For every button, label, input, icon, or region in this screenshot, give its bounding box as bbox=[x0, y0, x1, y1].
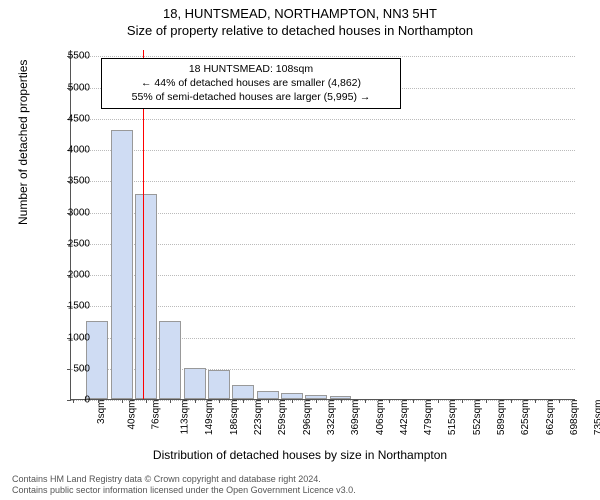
x-tick-mark bbox=[146, 399, 147, 403]
chart-title-line2: Size of property relative to detached ho… bbox=[0, 21, 600, 38]
info-box: 18 HUNTSMEAD: 108sqm← 44% of detached ho… bbox=[101, 58, 401, 109]
x-tick-label: 186sqm bbox=[229, 400, 240, 436]
x-tick-mark bbox=[195, 399, 196, 403]
x-tick-label: 735sqm bbox=[593, 400, 600, 436]
x-tick-label: 625sqm bbox=[520, 400, 531, 436]
y-gridline bbox=[71, 119, 575, 120]
y-tick-label: 3000 bbox=[68, 207, 90, 218]
x-tick-mark bbox=[341, 399, 342, 403]
x-tick-label: 76sqm bbox=[150, 400, 161, 430]
x-tick-mark bbox=[73, 399, 74, 403]
x-tick-mark bbox=[365, 399, 366, 403]
x-tick-mark bbox=[292, 399, 293, 403]
x-tick-label: 515sqm bbox=[447, 400, 458, 436]
x-tick-mark bbox=[462, 399, 463, 403]
y-tick-label: 1000 bbox=[68, 332, 90, 343]
x-tick-label: 296sqm bbox=[302, 400, 313, 436]
y-tick-label: 4000 bbox=[68, 145, 90, 156]
histogram-bar bbox=[232, 385, 254, 399]
x-tick-label: 406sqm bbox=[375, 400, 386, 436]
x-tick-mark bbox=[438, 399, 439, 403]
y-tick-label: 4500 bbox=[68, 113, 90, 124]
y-axis-label: Number of detached properties bbox=[16, 60, 30, 225]
x-tick-label: 113sqm bbox=[179, 400, 190, 435]
x-tick-label: 442sqm bbox=[399, 400, 410, 436]
x-tick-mark bbox=[413, 399, 414, 403]
histogram-bar bbox=[135, 194, 157, 399]
y-tick-mark bbox=[67, 369, 71, 370]
histogram-bar bbox=[111, 130, 133, 399]
plot-area: 3sqm40sqm76sqm113sqm149sqm186sqm223sqm25… bbox=[70, 50, 575, 400]
histogram-bar bbox=[159, 321, 181, 399]
y-gridline bbox=[71, 150, 575, 151]
x-tick-mark bbox=[316, 399, 317, 403]
x-tick-mark bbox=[268, 399, 269, 403]
plot-wrap: 3sqm40sqm76sqm113sqm149sqm186sqm223sqm25… bbox=[70, 50, 575, 400]
footer-attribution: Contains HM Land Registry data © Crown c… bbox=[12, 474, 356, 496]
y-tick-label: 1500 bbox=[68, 301, 90, 312]
info-box-line: 18 HUNTSMEAD: 108sqm bbox=[108, 62, 394, 76]
x-tick-mark bbox=[389, 399, 390, 403]
x-tick-label: 662sqm bbox=[545, 400, 556, 436]
x-tick-label: 223sqm bbox=[253, 400, 264, 436]
y-gridline bbox=[71, 181, 575, 182]
x-axis-label: Distribution of detached houses by size … bbox=[0, 448, 600, 462]
info-box-line: 55% of semi-detached houses are larger (… bbox=[108, 90, 394, 104]
footer-line1: Contains HM Land Registry data © Crown c… bbox=[12, 474, 356, 485]
x-tick-label: 3sqm bbox=[96, 400, 107, 424]
x-tick-mark bbox=[486, 399, 487, 403]
x-tick-mark bbox=[243, 399, 244, 403]
y-tick-label: 5500 bbox=[68, 51, 90, 62]
x-tick-mark bbox=[535, 399, 536, 403]
x-tick-label: 259sqm bbox=[277, 400, 288, 436]
x-tick-label: 40sqm bbox=[126, 400, 137, 430]
y-tick-label: 0 bbox=[84, 395, 90, 406]
x-tick-label: 332sqm bbox=[326, 400, 337, 436]
histogram-bar bbox=[184, 368, 206, 399]
x-tick-label: 552sqm bbox=[472, 400, 483, 436]
x-tick-label: 149sqm bbox=[204, 400, 215, 436]
x-tick-mark bbox=[98, 399, 99, 403]
x-tick-mark bbox=[170, 399, 171, 403]
x-tick-label: 369sqm bbox=[350, 400, 361, 436]
x-tick-label: 589sqm bbox=[496, 400, 507, 436]
y-tick-label: 500 bbox=[73, 363, 90, 374]
x-tick-mark bbox=[122, 399, 123, 403]
x-tick-label: 698sqm bbox=[569, 400, 580, 436]
chart-title-line1: 18, HUNTSMEAD, NORTHAMPTON, NN3 5HT bbox=[0, 0, 600, 21]
histogram-bar bbox=[208, 370, 230, 399]
y-tick-label: 3500 bbox=[68, 176, 90, 187]
x-tick-label: 479sqm bbox=[423, 400, 434, 436]
y-tick-label: 5000 bbox=[68, 82, 90, 93]
x-tick-mark bbox=[511, 399, 512, 403]
info-box-line: ← 44% of detached houses are smaller (4,… bbox=[108, 76, 394, 90]
y-tick-label: 2000 bbox=[68, 270, 90, 281]
histogram-bar bbox=[257, 391, 279, 399]
y-tick-label: 2500 bbox=[68, 238, 90, 249]
x-tick-mark bbox=[219, 399, 220, 403]
y-tick-mark bbox=[67, 400, 71, 401]
footer-line2: Contains public sector information licen… bbox=[12, 485, 356, 496]
x-tick-mark bbox=[559, 399, 560, 403]
